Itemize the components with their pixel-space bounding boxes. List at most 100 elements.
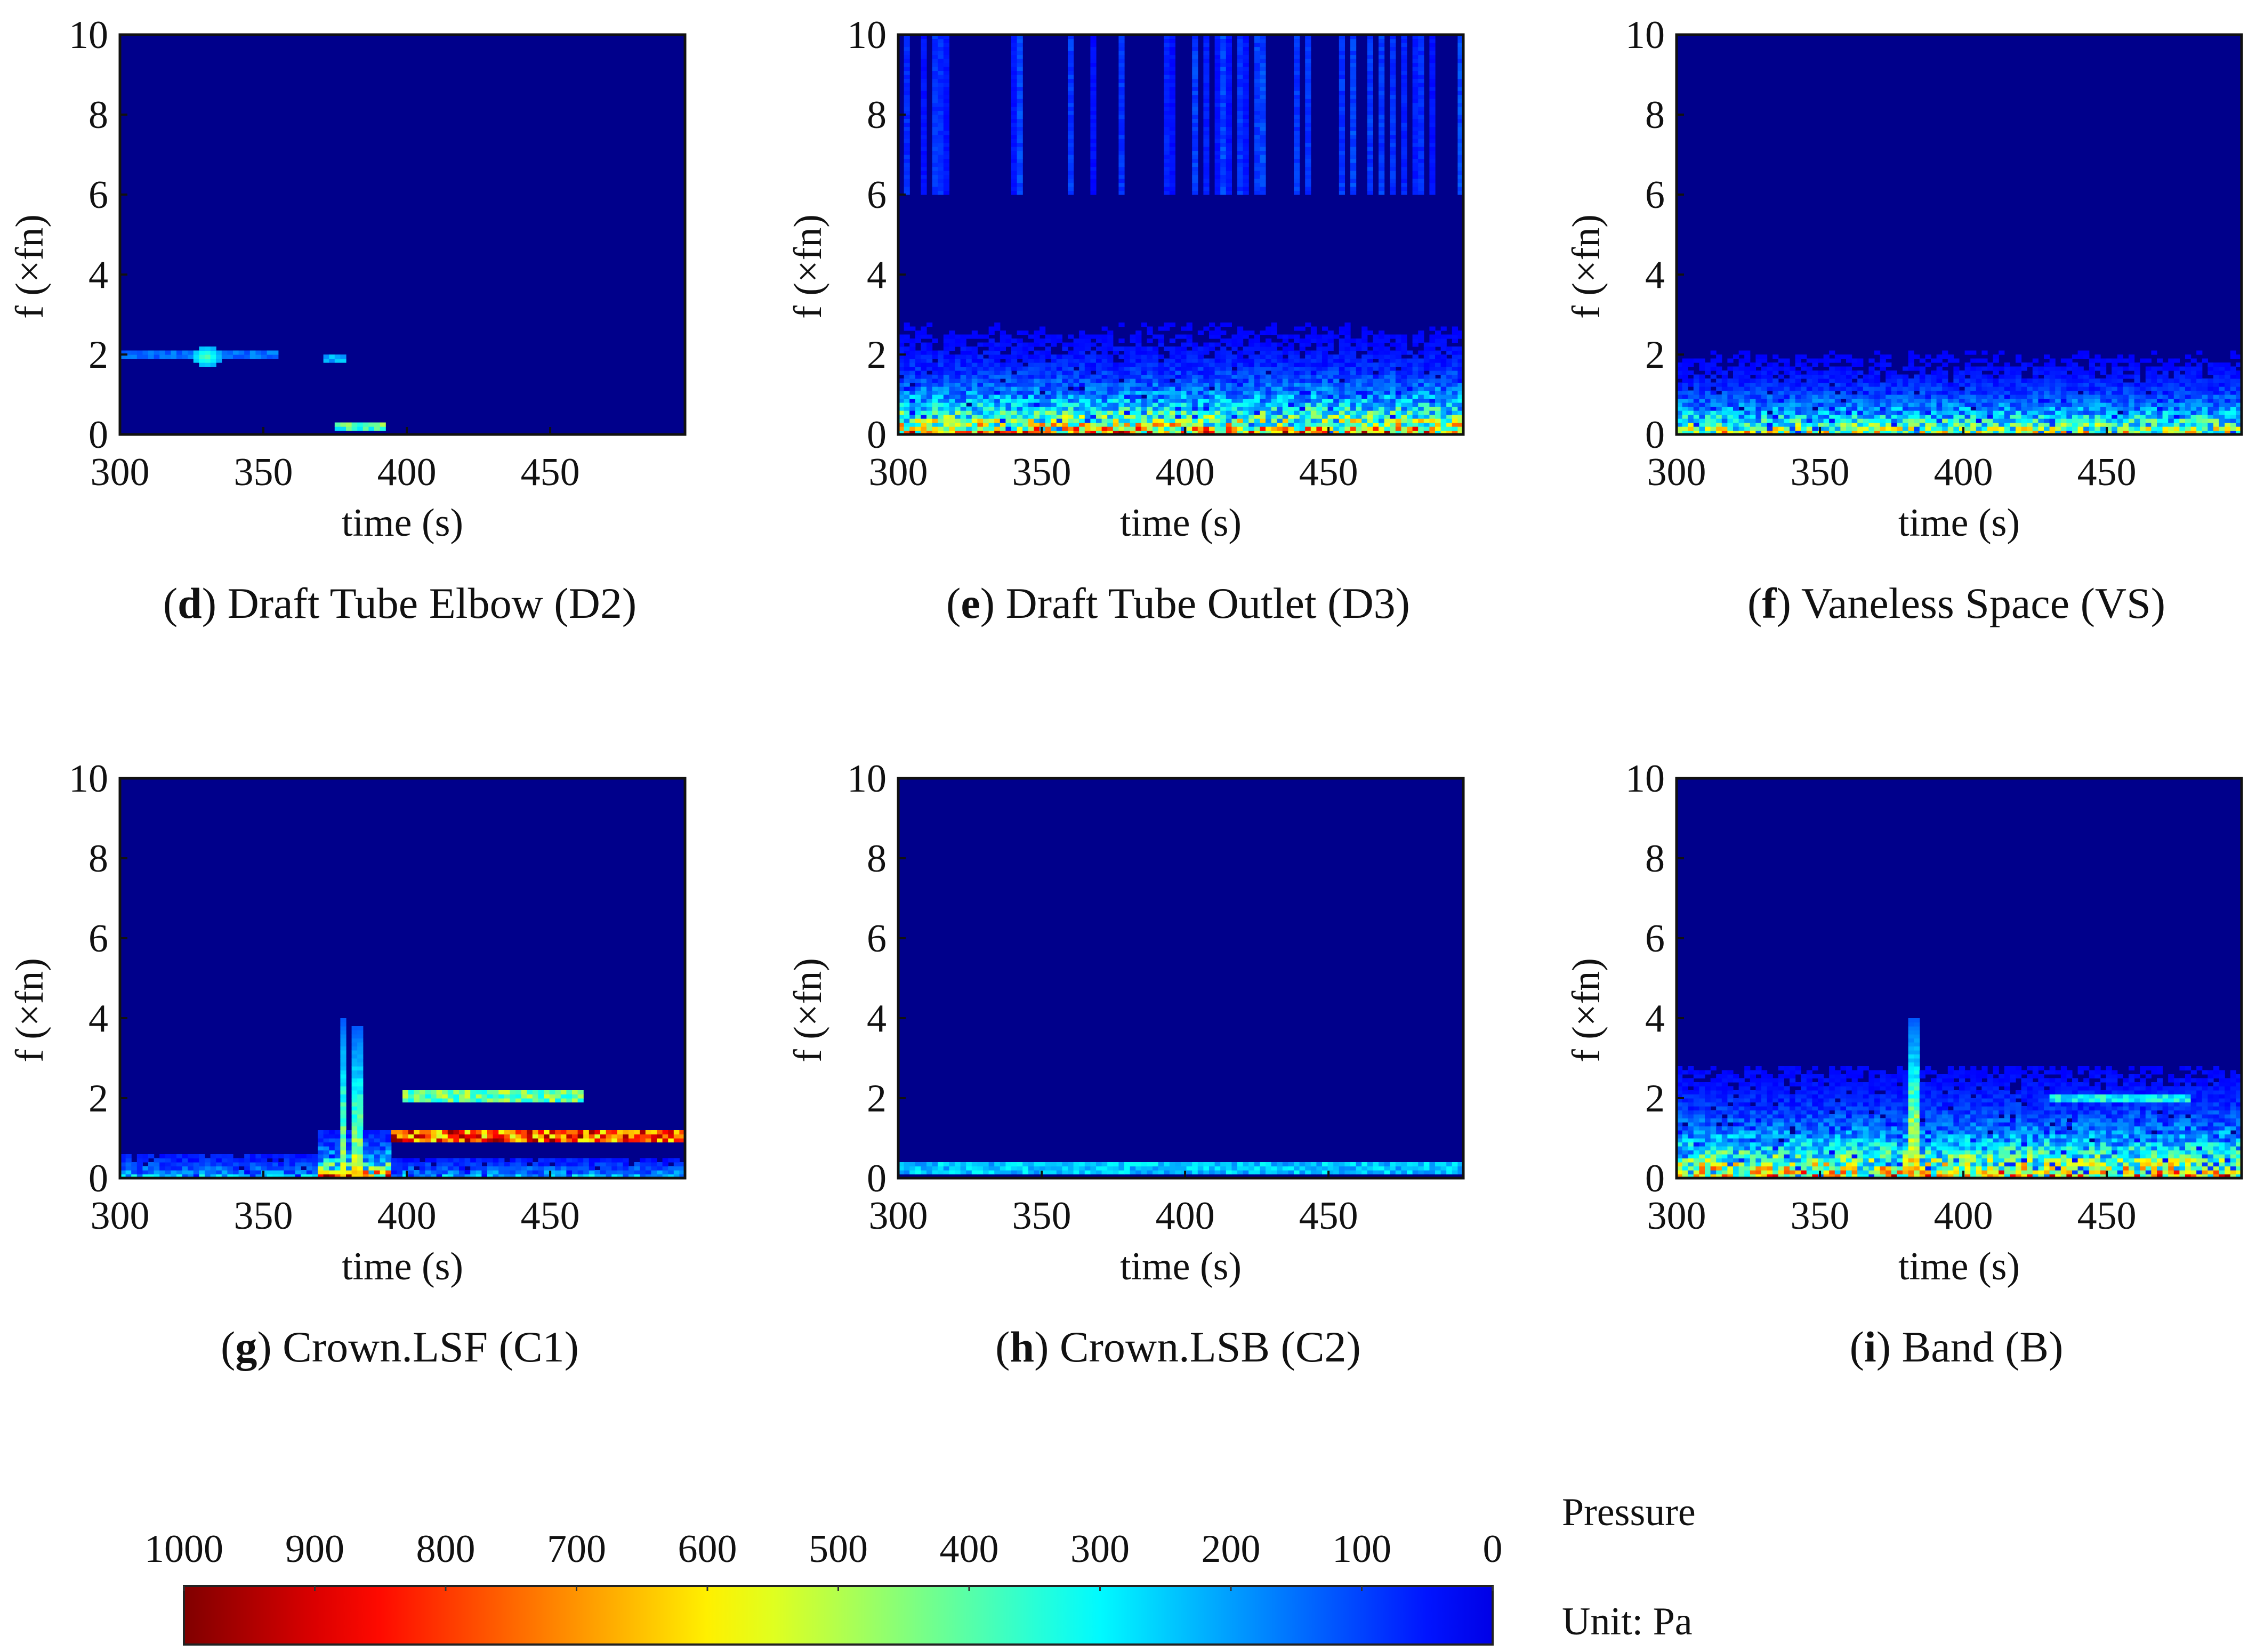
heatmap-cell bbox=[1851, 382, 1858, 387]
heatmap-cell bbox=[1333, 414, 1340, 419]
heatmap-cell bbox=[1203, 382, 1210, 387]
heatmap-cell bbox=[1277, 366, 1283, 371]
heatmap-cell bbox=[1169, 54, 1175, 59]
heatmap-cell bbox=[1045, 422, 1051, 427]
heatmap-cell bbox=[1011, 46, 1018, 51]
heatmap-cell bbox=[926, 358, 933, 363]
heatmap-cell bbox=[1096, 386, 1102, 391]
heatmap-cell bbox=[1107, 358, 1114, 363]
heatmap-cell bbox=[932, 94, 938, 99]
heatmap-cell bbox=[1333, 406, 1340, 411]
heatmap-cell bbox=[1379, 354, 1385, 359]
heatmap-cell bbox=[955, 394, 961, 399]
heatmap-cell bbox=[2004, 422, 2010, 427]
heatmap-cell bbox=[1908, 422, 1914, 427]
heatmap-cell bbox=[1699, 358, 1705, 363]
heatmap-cell bbox=[1040, 362, 1046, 367]
heatmap-cell bbox=[368, 422, 375, 427]
heatmap-cell bbox=[1914, 410, 1920, 415]
heatmap-cell bbox=[1237, 107, 1244, 111]
heatmap-cell bbox=[1203, 326, 1210, 331]
heatmap-cell bbox=[1457, 126, 1464, 131]
heatmap-cell bbox=[983, 394, 989, 399]
heatmap-cell bbox=[921, 430, 927, 435]
heatmap-cell bbox=[1164, 370, 1170, 375]
heatmap-cell bbox=[1959, 418, 1965, 423]
heatmap-cell bbox=[1266, 350, 1272, 355]
heatmap-cell bbox=[1017, 362, 1023, 367]
heatmap-cell bbox=[1767, 382, 1773, 387]
heatmap-cell bbox=[1260, 342, 1266, 347]
heatmap-cell bbox=[1011, 75, 1018, 79]
heatmap-cell bbox=[1017, 354, 1023, 359]
heatmap-cell bbox=[1919, 398, 1925, 403]
heatmap-cell bbox=[1721, 402, 1728, 407]
heatmap-cell bbox=[1243, 126, 1249, 131]
heatmap-cell bbox=[1090, 115, 1097, 119]
heatmap-cell bbox=[1767, 366, 1773, 371]
heatmap-cell bbox=[1379, 386, 1385, 391]
heatmap-cell bbox=[1350, 426, 1357, 431]
heatmap-cell bbox=[1457, 331, 1464, 335]
heatmap-cell bbox=[977, 334, 984, 339]
heatmap-cell bbox=[909, 386, 916, 391]
heatmap-cell bbox=[1699, 394, 1705, 399]
heatmap-cell bbox=[1237, 59, 1244, 63]
heatmap-cell bbox=[1795, 398, 1801, 403]
heatmap-cell bbox=[1254, 142, 1260, 147]
heatmap-cell bbox=[1390, 426, 1396, 431]
heatmap-cell bbox=[1976, 374, 1982, 379]
heatmap-cell bbox=[1440, 422, 1447, 427]
heatmap-cell bbox=[1316, 346, 1323, 351]
heatmap-cell bbox=[1429, 35, 1436, 39]
heatmap-cell bbox=[1090, 51, 1097, 55]
heatmap-cell bbox=[1192, 374, 1198, 379]
heatmap-cell bbox=[1101, 394, 1108, 399]
heatmap-cell bbox=[1716, 406, 1722, 411]
heatmap-cell bbox=[1118, 126, 1125, 131]
heatmap-cell bbox=[1767, 414, 1773, 419]
heatmap-cell bbox=[971, 378, 978, 383]
heatmap-cell bbox=[1220, 35, 1227, 39]
heatmap-cell bbox=[1192, 422, 1198, 427]
heatmap-cell bbox=[1068, 150, 1074, 155]
heatmap-cell bbox=[1322, 346, 1328, 351]
heatmap-cell bbox=[1237, 110, 1244, 115]
heatmap-cell bbox=[1181, 410, 1187, 415]
heatmap-cell bbox=[1181, 402, 1187, 407]
heatmap-cell bbox=[1367, 102, 1373, 107]
heatmap-cell bbox=[1090, 179, 1097, 183]
heatmap-cell bbox=[971, 334, 978, 339]
heatmap-cell bbox=[2016, 378, 2022, 383]
heatmap-cell bbox=[2044, 410, 2050, 415]
heatmap-cell bbox=[1440, 354, 1447, 359]
heatmap-cell bbox=[1806, 390, 1812, 395]
y-tick-label: 2 bbox=[88, 333, 108, 377]
heatmap-cell bbox=[1243, 406, 1249, 411]
heatmap-cell bbox=[1395, 418, 1401, 423]
heatmap-cell bbox=[1164, 326, 1170, 331]
heatmap-cell bbox=[1947, 406, 1954, 411]
heatmap-cell bbox=[943, 54, 949, 59]
heatmap-cell bbox=[921, 163, 927, 167]
heatmap-cell bbox=[1778, 382, 1784, 387]
heatmap-cell bbox=[1947, 418, 1954, 423]
heatmap-cell bbox=[1260, 358, 1266, 363]
heatmap-cell bbox=[932, 382, 938, 387]
heatmap-cell bbox=[977, 370, 984, 375]
heatmap-cell bbox=[1693, 430, 1699, 435]
heatmap-cell bbox=[1401, 115, 1407, 119]
heatmap-cell bbox=[904, 62, 910, 67]
heatmap-cell bbox=[943, 182, 949, 187]
heatmap-cell bbox=[1429, 339, 1436, 343]
heatmap-cell bbox=[1903, 426, 1909, 431]
heatmap-cell bbox=[1806, 394, 1812, 399]
heatmap-cell bbox=[1993, 410, 1999, 415]
heatmap-cell bbox=[1169, 131, 1175, 135]
heatmap-cell bbox=[1254, 378, 1260, 383]
heatmap-cell bbox=[1367, 382, 1373, 387]
heatmap-cell bbox=[1090, 362, 1097, 367]
heatmap-cell bbox=[1220, 171, 1227, 175]
heatmap-cell bbox=[1090, 430, 1097, 435]
heatmap-cell bbox=[1282, 390, 1288, 395]
